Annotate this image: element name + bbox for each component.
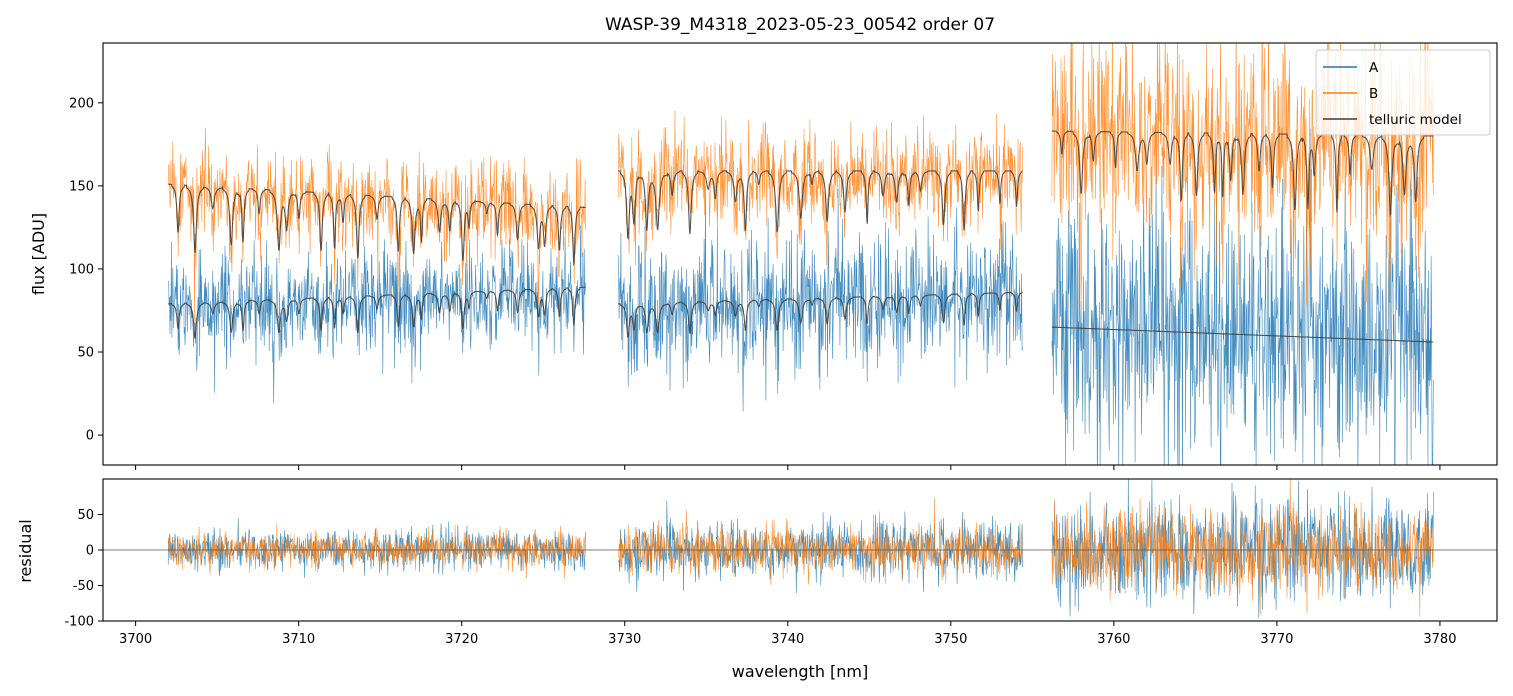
x-tick-label: 3730: [608, 632, 641, 647]
telluric-model-a-segment-1: [168, 286, 586, 339]
residual-y-tick-label: -50: [73, 579, 94, 594]
residual-y-tick-label: -100: [64, 615, 94, 630]
flux-plot-area: [167, 43, 1434, 465]
residual-y-axis-label: residual: [16, 519, 35, 582]
flux-y-tick-label: 100: [69, 262, 94, 277]
residual-x-axis: 3700 3710 3720 3730 3740 3750 3760 3770 3780: [119, 621, 1456, 647]
x-tick-label: 3780: [1423, 632, 1456, 647]
residual-plot-area: [103, 479, 1497, 619]
telluric-model-b-segment-1: [168, 183, 586, 266]
chart-title: WASP-39_M4318_2023-05-23_00542 order 07: [605, 15, 995, 35]
flux-y-tick-label: 200: [69, 96, 94, 111]
residual-y-axis: -100 -50 0 50: [64, 508, 103, 630]
legend-box: [1315, 49, 1491, 136]
legend-label-telluric: telluric model: [1369, 112, 1462, 128]
flux-x-ticks: [135, 465, 1441, 470]
flux-y-axis-label: flux [ADU]: [29, 213, 48, 295]
residual-series-b-segment-3: [1051, 479, 1434, 617]
telluric-model-b-segment-2: [618, 169, 1023, 240]
x-tick-label: 3750: [934, 632, 967, 647]
x-tick-label: 3720: [445, 632, 478, 647]
flux-y-tick-label: 0: [86, 429, 94, 444]
residual-y-tick-label: 50: [77, 508, 94, 523]
flux-series-a-segment-2: [617, 185, 1023, 412]
residual-y-tick-label: 0: [86, 544, 94, 559]
x-tick-label: 3770: [1260, 632, 1293, 647]
flux-panel-frame: [102, 42, 1498, 466]
flux-series-a-segment-3: [1051, 128, 1434, 465]
x-tick-label: 3700: [119, 632, 152, 647]
x-axis-label: wavelength [nm]: [732, 662, 869, 681]
x-tick-label: 3740: [771, 632, 804, 647]
legend-label-a: A: [1369, 60, 1379, 76]
x-tick-label: 3710: [282, 632, 315, 647]
x-tick-label: 3760: [1097, 632, 1130, 647]
telluric-model-a-segment-3: [1051, 326, 1434, 343]
flux-y-tick-label: 150: [69, 179, 94, 194]
residual-series-b-segment-1: [167, 523, 586, 579]
legend-label-b: B: [1369, 86, 1378, 102]
residual-series-a-segment-2: [618, 500, 1023, 594]
flux-y-tick-label: 50: [77, 346, 94, 361]
flux-series-a-segment-1: [167, 225, 586, 404]
telluric-model-b-segment-3: [1051, 130, 1434, 218]
telluric-model-a-segment-2: [618, 291, 1023, 339]
flux-panel: 0 50 100 150 200 flux [ADU]: [29, 42, 1498, 470]
legend: A B telluric model: [1315, 49, 1491, 136]
flux-y-axis: 0 50 100 150 200: [69, 96, 103, 444]
